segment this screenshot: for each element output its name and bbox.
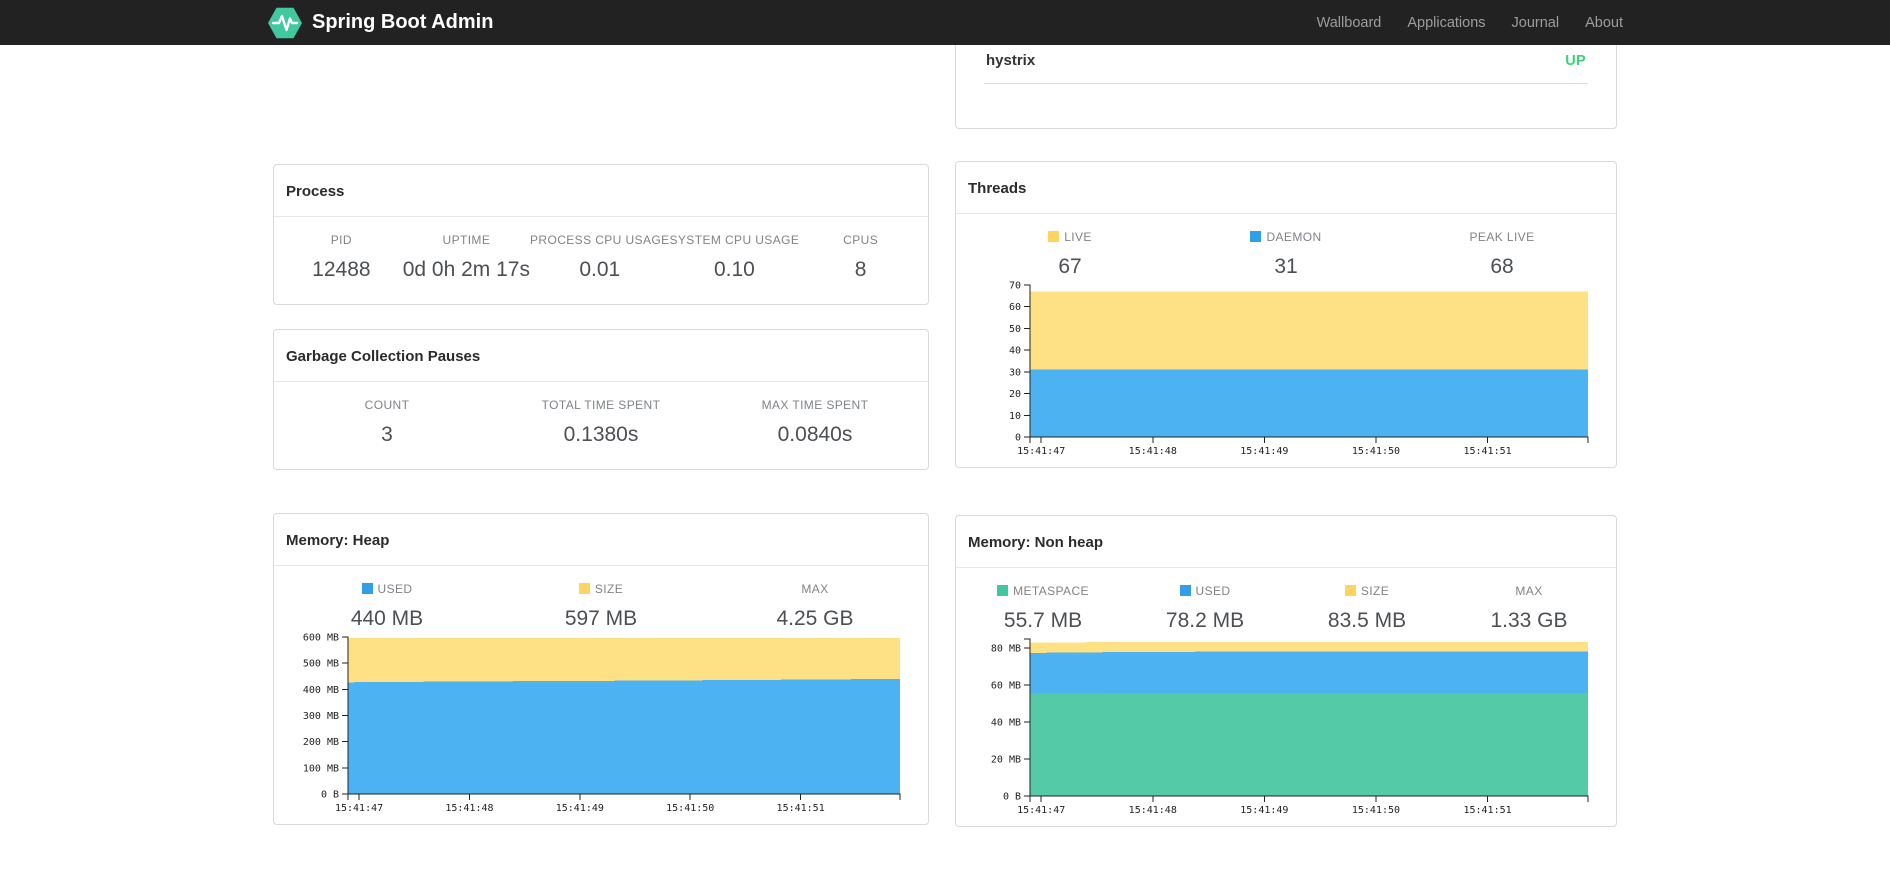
- gc-panel-title: Garbage Collection Pauses: [274, 330, 928, 382]
- svg-text:15:41:48: 15:41:48: [1129, 805, 1177, 816]
- svg-text:15:41:48: 15:41:48: [1129, 446, 1177, 457]
- svg-text:15:41:50: 15:41:50: [666, 803, 714, 814]
- threads-chart: 0 10 20 30 40 50 60 70 15:41:47 15:41:48 15:41:49 1…: [1009, 281, 1589, 457]
- applications-panel-spacer: [956, 84, 1616, 128]
- metric-heap-used: USED 440 MB: [350, 582, 424, 630]
- threads-panel-title: Threads: [956, 162, 1616, 214]
- threads-chart-body: LIVE 67 DAEMON 31 PEAK LIVE 68 0 10 20 30 40…: [956, 214, 1616, 467]
- memory-nonheap-chart: 0 B 20 MB 40 MB 60 MB 80 MB 15:41:47 15:41:48 1…: [991, 638, 1589, 816]
- metric-gc-total-time: TOTAL TIME SPENT 0.1380s: [541, 398, 661, 446]
- svg-text:15:41:50: 15:41:50: [1352, 446, 1400, 457]
- application-row-hystrix[interactable]: hystrix UP: [984, 19, 1588, 84]
- metric-gc-count: COUNT 3: [364, 398, 410, 446]
- svg-text:15:41:49: 15:41:49: [1240, 805, 1288, 816]
- gc-metrics: COUNT 3 TOTAL TIME SPENT 0.1380s MAX TIM…: [274, 382, 928, 469]
- process-panel-title: Process: [274, 165, 928, 217]
- metric-heap-size: SIZE 597 MB: [564, 582, 638, 630]
- svg-text:0 B: 0 B: [321, 790, 339, 801]
- nav-item-journal[interactable]: Journal: [1511, 14, 1560, 31]
- metric-pid: PID 12488: [312, 233, 371, 281]
- garbage-collection-panel: Garbage Collection Pauses COUNT 3 TOTAL …: [273, 329, 929, 470]
- metric-gc-max-time: MAX TIME SPENT 0.0840s: [761, 398, 869, 446]
- heap-chart-body: USED 440 MB SIZE 597 MB MAX 4.25 GB 0 B 1…: [274, 566, 928, 824]
- nav-item-about[interactable]: About: [1585, 14, 1623, 31]
- svg-text:15:41:47: 15:41:47: [1017, 805, 1065, 816]
- svg-text:15:41:50: 15:41:50: [1352, 805, 1400, 816]
- metric-cpus: CPUS 8: [843, 233, 879, 281]
- svg-text:40: 40: [1009, 346, 1021, 357]
- nav-item-wallboard[interactable]: Wallboard: [1316, 14, 1382, 31]
- metric-threads-live: LIVE 67: [962, 230, 1178, 279]
- nonheap-metaspace-swatch: [997, 585, 1009, 596]
- svg-text:60: 60: [1009, 302, 1021, 313]
- threads-metrics: LIVE 67 DAEMON 31 PEAK LIVE 68: [956, 230, 1616, 281]
- svg-text:15:41:49: 15:41:49: [1240, 446, 1288, 457]
- nonheap-chart-body: METASPACE 55.7 MB USED 78.2 MB SIZE 83.5…: [956, 568, 1616, 826]
- metric-nonheap-size: SIZE 83.5 MB: [1327, 584, 1407, 632]
- nonheap-panel-title: Memory: Non heap: [956, 516, 1616, 568]
- svg-text:0: 0: [1015, 433, 1021, 444]
- svg-text:15:41:51: 15:41:51: [1463, 446, 1511, 457]
- svg-text:60 MB: 60 MB: [991, 681, 1021, 692]
- svg-text:20: 20: [1009, 389, 1021, 400]
- main-content: Process PID 12488 UPTIME 0d 0h 2m 17s PR…: [273, 19, 1617, 827]
- svg-text:15:41:49: 15:41:49: [556, 803, 604, 814]
- nav-item-applications[interactable]: Applications: [1407, 14, 1486, 31]
- heap-size-swatch: [578, 583, 590, 594]
- svg-text:15:41:51: 15:41:51: [1463, 805, 1511, 816]
- threads-live-swatch: [1048, 231, 1060, 242]
- svg-text:20 MB: 20 MB: [991, 755, 1021, 766]
- metric-uptime: UPTIME 0d 0h 2m 17s: [402, 233, 530, 281]
- svg-text:50: 50: [1009, 324, 1021, 335]
- metric-threads-daemon: DAEMON 31: [1178, 230, 1394, 279]
- application-status-badge: UP: [1565, 53, 1586, 69]
- svg-text:10: 10: [1009, 411, 1021, 422]
- svg-text:15:41:51: 15:41:51: [777, 803, 825, 814]
- svg-text:15:41:47: 15:41:47: [1017, 446, 1065, 457]
- svg-text:15:41:47: 15:41:47: [335, 803, 383, 814]
- memory-heap-chart: 0 B 100 MB 200 MB 300 MB 400 MB 500 MB 600 MB 1…: [303, 633, 901, 814]
- nonheap-metrics: METASPACE 55.7 MB USED 78.2 MB SIZE 83.5…: [956, 584, 1616, 635]
- svg-text:200 MB: 200 MB: [303, 737, 339, 748]
- metric-system-cpu-usage: SYSTEM CPU USAGE 0.10: [669, 233, 800, 281]
- application-name: hystrix: [986, 52, 1036, 69]
- metric-heap-max: MAX 4.25 GB: [776, 582, 854, 630]
- svg-text:400 MB: 400 MB: [303, 685, 339, 696]
- svg-text:70: 70: [1009, 281, 1021, 292]
- nonheap-size-swatch: [1344, 585, 1356, 596]
- svg-text:15:41:48: 15:41:48: [445, 803, 493, 814]
- svg-text:0 B: 0 B: [1003, 792, 1021, 803]
- svg-text:600 MB: 600 MB: [303, 633, 339, 644]
- heap-metrics: USED 440 MB SIZE 597 MB MAX 4.25 GB: [274, 582, 928, 633]
- svg-text:300 MB: 300 MB: [303, 711, 339, 722]
- svg-text:500 MB: 500 MB: [303, 659, 339, 670]
- metric-nonheap-metaspace: METASPACE 55.7 MB: [962, 584, 1124, 633]
- metric-nonheap-used: USED 78.2 MB: [1165, 584, 1245, 632]
- memory-nonheap-panel: Memory: Non heap METASPACE 55.7 MB USED …: [955, 515, 1617, 827]
- svg-text:40 MB: 40 MB: [991, 718, 1021, 729]
- spring-boot-admin-logo-icon: [268, 7, 302, 38]
- process-metrics: PID 12488 UPTIME 0d 0h 2m 17s PROCESS CP…: [274, 217, 928, 304]
- svg-text:80 MB: 80 MB: [991, 644, 1021, 655]
- threads-panel: Threads LIVE 67 DAEMON 31 PEAK LIVE 68: [955, 161, 1617, 468]
- svg-text:30: 30: [1009, 367, 1021, 378]
- right-column: hystrix UP Threads LIVE 67 DAEMON 31: [955, 19, 1617, 827]
- nav-links: Wallboard Applications Journal About: [1291, 15, 1623, 31]
- heap-used-swatch: [361, 583, 373, 594]
- heap-panel-title: Memory: Heap: [274, 514, 928, 566]
- process-panel: Process PID 12488 UPTIME 0d 0h 2m 17s PR…: [273, 164, 929, 305]
- threads-daemon-swatch: [1250, 231, 1262, 242]
- left-column: Process PID 12488 UPTIME 0d 0h 2m 17s PR…: [273, 45, 929, 825]
- metric-process-cpu-usage: PROCESS CPU USAGE 0.01: [530, 233, 670, 281]
- brand-title: Spring Boot Admin: [312, 11, 494, 33]
- brand-link[interactable]: Spring Boot Admin: [267, 5, 493, 41]
- navbar-inner: Spring Boot Admin Wallboard Applications…: [267, 0, 1623, 45]
- metric-nonheap-max: MAX 1.33 GB: [1490, 584, 1568, 632]
- svg-text:100 MB: 100 MB: [303, 763, 339, 774]
- metric-threads-peak-live: PEAK LIVE 68: [1469, 230, 1535, 278]
- nonheap-used-swatch: [1179, 585, 1191, 596]
- navbar: Spring Boot Admin Wallboard Applications…: [0, 0, 1890, 45]
- memory-heap-panel: Memory: Heap USED 440 MB SIZE 597 MB MAX…: [273, 513, 929, 825]
